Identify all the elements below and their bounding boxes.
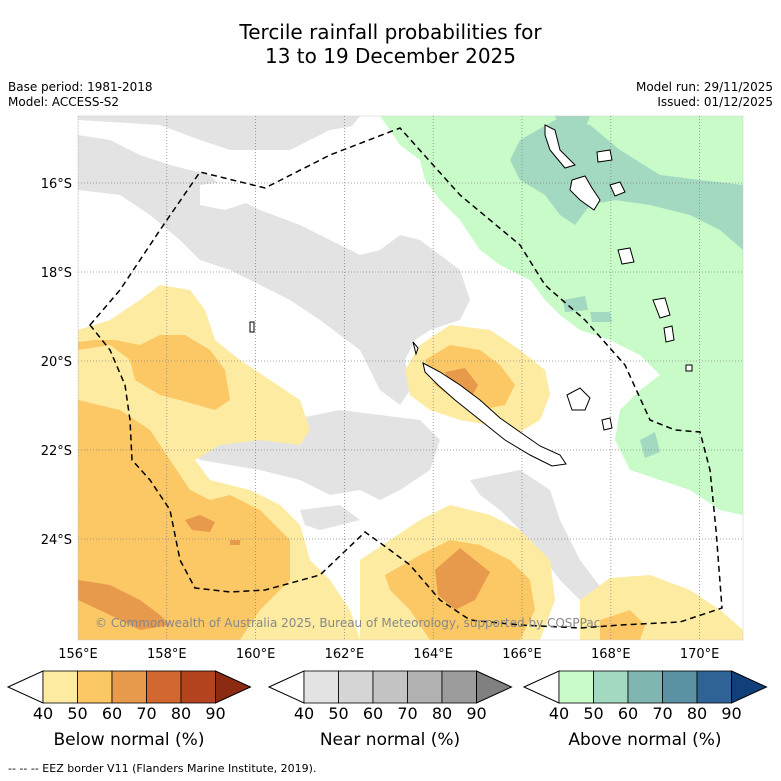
latitude-labels: 16°S 18°S 20°S 22°S 24°S (41, 177, 72, 548)
below-normal-regions (78, 285, 743, 640)
colorbar-tick-label: 80 (432, 704, 452, 723)
colorbar-tick-label: 50 (583, 704, 603, 723)
colorbar-tick-label: 60 (102, 704, 122, 723)
latitude-label: 24°S (41, 533, 72, 548)
below-normal-title: Below normal (%) (53, 730, 205, 750)
colorbar-tick-label: 70 (397, 704, 417, 723)
colorbar-segment (42, 670, 78, 704)
colorbars: 40 50 60 70 80 90 40 50 60 70 80 90 40 50 60 70 80 90 (6, 670, 768, 723)
colorbar-segment (111, 670, 147, 704)
longitude-label: 166°E (502, 647, 542, 662)
colorbar-tick-label: 50 (328, 704, 348, 723)
colorbar-tick-label: 50 (67, 704, 87, 723)
latitude-label: 20°S (41, 355, 72, 370)
map-title: Tercile rainfall probabilities for 13 to… (0, 20, 781, 68)
colorbar-segment (407, 670, 443, 704)
title-line-2: 13 to 19 December 2025 (264, 44, 516, 68)
colorbar-segment (558, 670, 594, 704)
colorbar-above: 40 50 60 70 80 90 (522, 670, 768, 723)
colorbar-below: 40 50 60 70 80 90 (6, 670, 252, 723)
colorbar-over-triangle (215, 670, 252, 704)
colorbar-segment (146, 670, 182, 704)
model-label: Model: ACCESS-S2 (8, 95, 120, 109)
colorbar-segment (180, 670, 216, 704)
eez-border (89, 127, 723, 629)
map-frame (77, 115, 744, 641)
colorbar-segment (662, 670, 698, 704)
colorbar-segment (627, 670, 663, 704)
colorbar-segment (593, 670, 629, 704)
new-caledonia-outline (422, 362, 567, 467)
colorbar-tick-label: 90 (205, 704, 225, 723)
colorbar-over-triangle (476, 670, 513, 704)
right-metadata: Model run: 29/11/2025 Issued: 01/12/2025 (636, 80, 773, 110)
longitude-label: 156°E (58, 647, 98, 662)
colorbar-segment (696, 670, 732, 704)
latitude-label: 18°S (41, 266, 72, 281)
latitude-label: 16°S (41, 177, 72, 192)
colorbar-segment (338, 670, 374, 704)
colorbar-under-triangle (6, 670, 44, 704)
colorbar-tick-label: 70 (136, 704, 156, 723)
eez-legend-footer: -- -- -- EEZ border V11 (Flanders Marine… (8, 762, 317, 775)
colorbar-near: 40 50 60 70 80 90 (267, 670, 513, 723)
colorbar-tick-label: 40 (294, 704, 314, 723)
longitude-label: 168°E (591, 647, 631, 662)
longitude-labels: 156°E 158°E 160°E 162°E 164°E 166°E 168°E 170°E (58, 647, 719, 662)
map-field (78, 116, 743, 640)
above-normal-regions (380, 116, 743, 515)
copyright-text: © Commonwealth of Australia 2025, Bureau… (95, 616, 600, 630)
colorbar-segment (441, 670, 477, 704)
issued-label: Issued: 01/12/2025 (657, 95, 773, 109)
base-period-label: Base period: 1981-2018 (8, 80, 153, 94)
colorbar-over-triangle (731, 670, 768, 704)
colorbar-tick-label: 90 (466, 704, 486, 723)
colorbar-tick-label: 60 (618, 704, 638, 723)
colorbar-segment (303, 670, 339, 704)
left-metadata: Base period: 1981-2018 Model: ACCESS-S2 (8, 80, 153, 110)
colorbar-tick-label: 80 (687, 704, 707, 723)
longitude-label: 158°E (147, 647, 187, 662)
longitude-label: 170°E (680, 647, 720, 662)
colorbar-under-triangle (267, 670, 305, 704)
colorbar-tick-label: 60 (363, 704, 383, 723)
model-run-label: Model run: 29/11/2025 (635, 80, 773, 94)
colorbar-tick-label: 70 (652, 704, 672, 723)
near-normal-title: Near normal (%) (319, 730, 461, 750)
colorbar-tick-label: 40 (549, 704, 569, 723)
longitude-label: 160°E (236, 647, 276, 662)
colorbar-segment (372, 670, 408, 704)
title-line-1: Tercile rainfall probabilities for (239, 20, 542, 44)
colorbar-under-triangle (522, 670, 560, 704)
islands (249, 124, 693, 467)
latitude-label: 22°S (41, 444, 72, 459)
colorbar-segment (77, 670, 113, 704)
colorbar-tick-label: 40 (33, 704, 53, 723)
longitude-label: 162°E (325, 647, 365, 662)
colorbar-tick-label: 90 (721, 704, 741, 723)
above-normal-title: Above normal (%) (568, 730, 722, 750)
colorbar-tick-label: 80 (171, 704, 191, 723)
longitude-label: 164°E (413, 647, 453, 662)
